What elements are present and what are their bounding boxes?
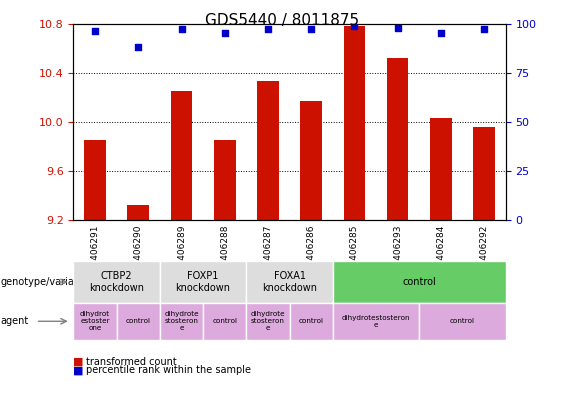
Bar <box>430 118 451 220</box>
Point <box>307 26 316 33</box>
Bar <box>301 101 322 220</box>
Point <box>263 26 272 33</box>
Bar <box>84 140 106 220</box>
Point <box>436 30 445 37</box>
Bar <box>387 58 408 220</box>
Bar <box>171 91 192 220</box>
Bar <box>257 81 279 220</box>
Text: dihydrot
estoster
one: dihydrot estoster one <box>80 311 110 331</box>
Text: genotype/variation: genotype/variation <box>1 277 93 287</box>
Text: GDS5440 / 8011875: GDS5440 / 8011875 <box>206 13 359 28</box>
Text: ■: ■ <box>73 365 84 375</box>
Point <box>480 26 489 33</box>
Point <box>134 44 143 50</box>
Point <box>220 30 229 37</box>
Text: CTBP2
knockdown: CTBP2 knockdown <box>89 271 144 293</box>
Text: control: control <box>212 318 237 324</box>
Text: FOXP1
knockdown: FOXP1 knockdown <box>176 271 231 293</box>
Text: control: control <box>450 318 475 324</box>
Text: control: control <box>126 318 151 324</box>
Text: dihydrote
stosteron
e: dihydrote stosteron e <box>164 311 199 331</box>
Text: agent: agent <box>1 316 29 326</box>
Bar <box>344 26 365 220</box>
Bar <box>214 140 236 220</box>
Text: transformed count: transformed count <box>86 356 177 367</box>
Text: control: control <box>299 318 324 324</box>
Text: control: control <box>402 277 436 287</box>
Text: dihydrote
stosteron
e: dihydrote stosteron e <box>251 311 285 331</box>
Bar <box>128 206 149 220</box>
Text: ■: ■ <box>73 356 84 367</box>
Point <box>90 28 99 35</box>
Text: FOXA1
knockdown: FOXA1 knockdown <box>262 271 317 293</box>
Bar <box>473 127 495 220</box>
Point <box>350 22 359 29</box>
Text: percentile rank within the sample: percentile rank within the sample <box>86 365 251 375</box>
Point <box>177 26 186 33</box>
Text: dihydrotestosteron
e: dihydrotestosteron e <box>342 315 410 328</box>
Point <box>393 24 402 31</box>
